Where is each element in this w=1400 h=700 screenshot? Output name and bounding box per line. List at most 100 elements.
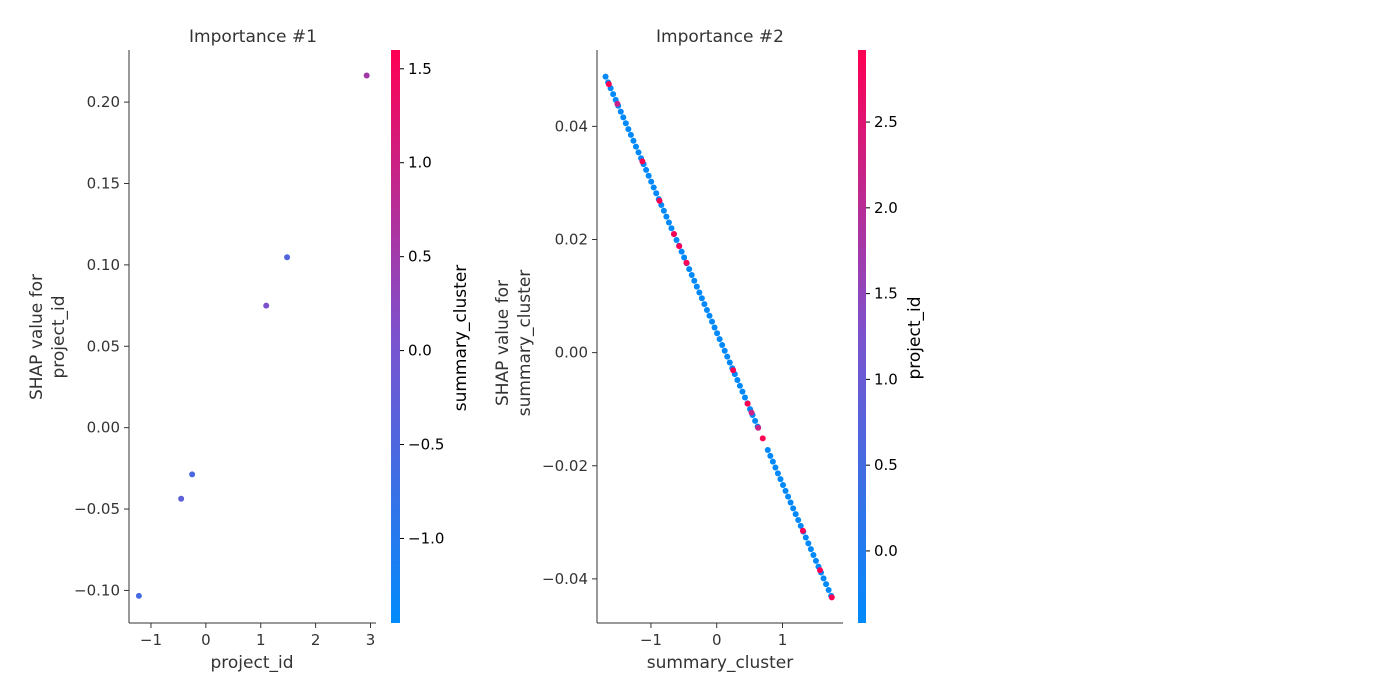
scatter-point (701, 301, 708, 308)
scatter-point (696, 289, 703, 296)
scatter-point (734, 376, 741, 383)
y-tick-label: 0.05 (87, 337, 120, 355)
scatter-point (764, 446, 771, 453)
scatter-point (610, 91, 617, 98)
y-tick-label: 0.20 (87, 93, 120, 111)
scatter-point (660, 207, 667, 214)
colorbar-tick-label: −0.5 (408, 436, 444, 454)
scatter-point (719, 341, 726, 348)
panel-1-y-label-line-1: SHAP value for (27, 274, 47, 400)
x-tick-label: 2 (311, 631, 321, 649)
scatter-point (688, 271, 695, 278)
scatter-point (706, 312, 713, 319)
scatter-point (820, 575, 827, 582)
scatter-point (691, 277, 698, 284)
colorbar-tick-label: −1.0 (408, 529, 444, 547)
scatter-point (643, 166, 650, 173)
scatter-point (189, 471, 196, 478)
x-tick-label: 1 (778, 631, 788, 649)
scatter-point (648, 178, 655, 185)
scatter-point (716, 336, 723, 343)
scatter-point (767, 452, 774, 459)
scatter-point (668, 225, 675, 232)
panel-1-x-label: project_id (210, 653, 293, 673)
scatter-point (686, 266, 693, 273)
scatter-point (263, 302, 270, 309)
panel-2-colorbar-label: project_id (905, 296, 925, 379)
scatter-point (625, 126, 632, 133)
scatter-point (795, 517, 802, 524)
x-tick-label: 3 (366, 631, 376, 649)
x-tick-label: −1 (140, 631, 162, 649)
y-tick-label: 0.15 (87, 174, 120, 192)
scatter-point (284, 254, 291, 261)
scatter-point (782, 487, 789, 494)
scatter-point (810, 552, 817, 559)
x-tick-label: 1 (256, 631, 266, 649)
scatter-point-highlight (799, 527, 806, 534)
scatter-point (617, 108, 624, 115)
scatter-point-highlight (670, 231, 677, 238)
scatter-point (752, 417, 759, 424)
scatter-point-highlight (755, 424, 762, 431)
scatter-point-highlight (730, 367, 737, 374)
x-tick-label: 0 (201, 631, 211, 649)
colorbar-tick-label: 2.0 (874, 199, 898, 217)
scatter-point (665, 219, 672, 226)
scatter-point (653, 190, 660, 197)
colorbar-tick-label: 0.5 (874, 456, 898, 474)
y-tick-label: 0.10 (87, 256, 120, 274)
scatter-point-highlight (759, 435, 766, 442)
scatter-point (779, 481, 786, 488)
scatter-point (787, 499, 794, 506)
scatter-point-highlight (816, 567, 823, 574)
scatter-point (602, 73, 609, 80)
panel-2-colorbar (858, 50, 866, 623)
scatter-point (774, 470, 781, 477)
x-tick-label: −1 (640, 631, 662, 649)
scatter-point (805, 540, 812, 547)
y-tick-label: 0.00 (555, 344, 588, 362)
scatter-point (772, 464, 779, 471)
scatter-point (714, 330, 721, 337)
scatter-point (802, 534, 809, 541)
scatter-point (620, 114, 627, 121)
scatter-point (632, 143, 639, 150)
colorbar-tick-label: 0.0 (874, 542, 898, 560)
scatter-point (825, 587, 832, 594)
panel-2-y-label-line-2: summary_cluster (515, 270, 535, 417)
scatter-point (792, 511, 799, 518)
scatter-point (650, 184, 657, 191)
scatter-point (823, 581, 830, 588)
scatter-point (627, 131, 634, 138)
y-tick-label: 0.04 (555, 117, 588, 135)
colorbar-tick-label: 1.0 (408, 154, 432, 172)
scatter-point (673, 236, 680, 243)
scatter-point-highlight (748, 409, 755, 416)
panel-1-y-label-line-2: project_id (49, 295, 69, 378)
y-tick-label: −0.05 (74, 500, 120, 518)
panel-1-title: Importance #1 (189, 27, 317, 47)
panel-1-colorbar-label: summary_cluster (451, 265, 471, 412)
panel-1-colorbar (391, 50, 400, 623)
scatter-point (721, 347, 728, 354)
scatter-point (678, 248, 685, 255)
y-tick-label: −0.02 (542, 457, 588, 475)
scatter-point (769, 458, 776, 465)
y-tick-label: −0.04 (542, 570, 588, 588)
colorbar-tick-label: 2.5 (874, 113, 898, 131)
scatter-point (812, 557, 819, 564)
scatter-point (739, 388, 746, 395)
scatter-point (663, 213, 670, 220)
panel-importance-1: Importance #1 −0.10−0.050.000.050.100.15… (27, 27, 471, 673)
colorbar-tick-label: 1.5 (408, 60, 432, 78)
scatter-point (630, 137, 637, 144)
scatter-point (709, 318, 716, 325)
scatter-point-highlight (605, 81, 612, 88)
scatter-point (736, 382, 743, 389)
scatter-point-highlight (828, 594, 835, 601)
scatter-point (785, 493, 792, 500)
scatter-point-highlight (614, 100, 621, 107)
scatter-point (178, 495, 185, 502)
